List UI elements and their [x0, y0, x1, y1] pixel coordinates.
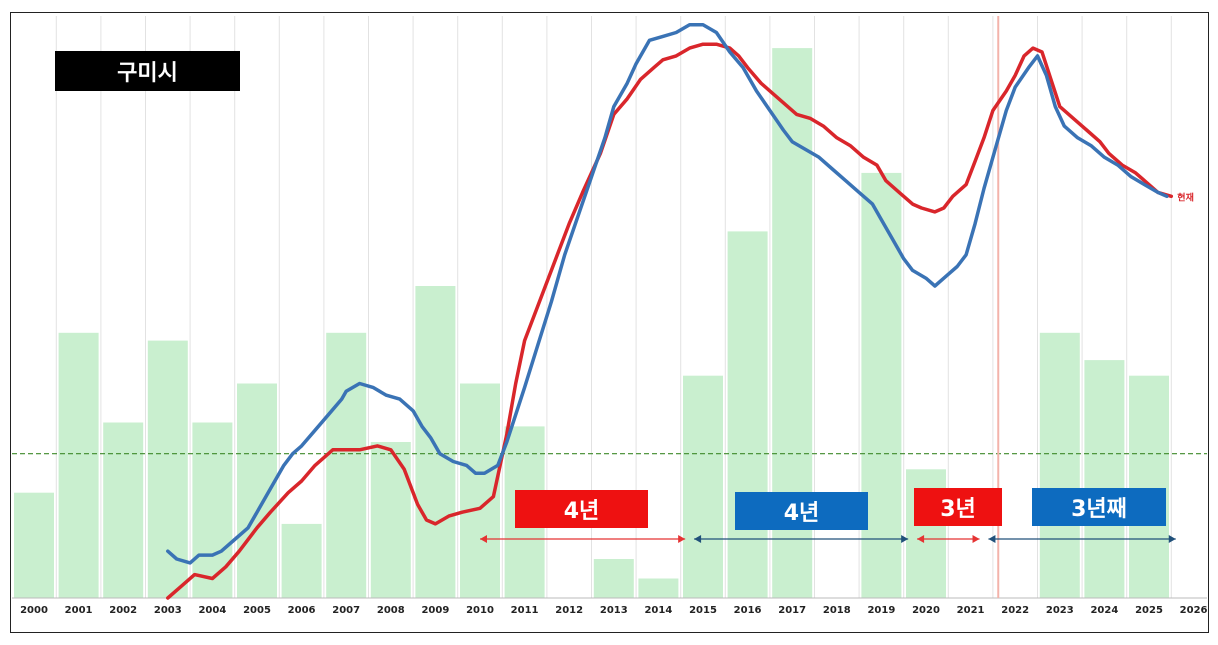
- bar-2016: [727, 231, 768, 598]
- x-tick-label: 2005: [243, 605, 271, 616]
- series-line-blue: [166, 22, 1169, 565]
- arrow-head-left: [917, 535, 925, 543]
- bar-2013: [593, 559, 634, 598]
- bar-2002: [103, 422, 144, 598]
- arrow-head-right: [972, 535, 980, 543]
- arrow-head-right: [901, 535, 909, 543]
- x-tick-label: 2002: [109, 605, 137, 616]
- arrow-head-left: [988, 535, 996, 543]
- arrow-head-right: [678, 535, 686, 543]
- bar-2009: [415, 286, 456, 598]
- arrow-head-right: [1168, 535, 1176, 543]
- arrow-head-left: [694, 535, 702, 543]
- bar-2023: [1039, 332, 1080, 598]
- period-label-4: 3년째: [1032, 488, 1166, 526]
- x-tick-label: 2019: [867, 605, 895, 616]
- region-title: 구미시: [55, 51, 240, 91]
- x-tick-label: 2011: [511, 605, 539, 616]
- x-tick-label: 2004: [198, 605, 226, 616]
- period-label-1: 4년: [515, 490, 648, 528]
- bar-2001: [58, 332, 99, 598]
- bar-2004: [192, 422, 233, 598]
- x-tick-label: 2020: [912, 605, 940, 616]
- bar-2019: [861, 172, 902, 598]
- x-tick-label: 2007: [332, 605, 360, 616]
- x-tick-label: 2015: [689, 605, 717, 616]
- bar-2025: [1129, 375, 1169, 598]
- series-line-red: [166, 42, 1174, 600]
- bar-2024: [1084, 360, 1125, 598]
- x-tick-label: 2014: [644, 605, 672, 616]
- x-tick-label: 2017: [778, 605, 806, 616]
- x-tick-label: 2012: [555, 605, 583, 616]
- current-label: 현재: [1177, 191, 1194, 203]
- x-tick-label: 2003: [154, 605, 182, 616]
- bar-2008: [370, 442, 411, 598]
- x-tick-label: 2001: [65, 605, 93, 616]
- period-label-3: 3년: [914, 488, 1002, 526]
- arrow-head-left: [480, 535, 487, 543]
- bar-2015: [683, 375, 723, 598]
- x-tick-label: 2023: [1046, 605, 1074, 616]
- x-tick-label: 2013: [600, 605, 628, 616]
- x-tick-label: 2026: [1180, 605, 1208, 616]
- bar-2014: [638, 578, 679, 598]
- bar-2007: [326, 332, 367, 598]
- bar-2003: [147, 340, 188, 598]
- x-tick-label: 2006: [288, 605, 316, 616]
- x-tick-label: 2009: [421, 605, 449, 616]
- period-label-2: 4년: [735, 492, 868, 530]
- x-tick-label: 2008: [377, 605, 405, 616]
- x-tick-label: 2022: [1001, 605, 1029, 616]
- x-tick-label: 2018: [823, 605, 851, 616]
- x-tick-label: 2016: [734, 605, 762, 616]
- x-tick-label: 2000: [20, 605, 48, 616]
- x-tick-label: 2010: [466, 605, 494, 616]
- bar-2006: [281, 523, 322, 598]
- x-tick-label: 2021: [957, 605, 985, 616]
- x-tick-label: 2025: [1135, 605, 1163, 616]
- bar-2000: [14, 492, 54, 598]
- x-tick-label: 2024: [1090, 605, 1118, 616]
